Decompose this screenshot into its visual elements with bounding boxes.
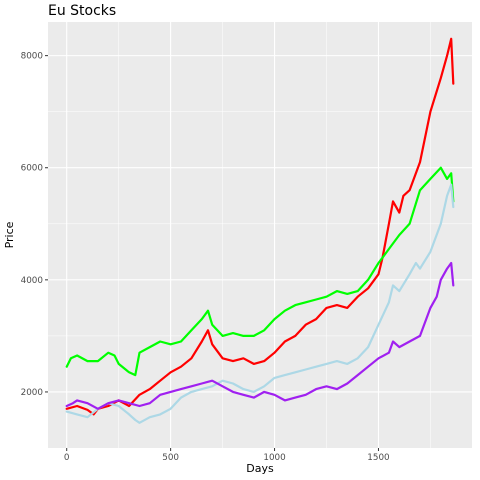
y-axis-ticks: 2000 4000 6000 8000	[21, 52, 48, 398]
series-line-3	[65, 183, 455, 424]
series-line-4	[65, 261, 455, 410]
plot-background	[48, 22, 472, 448]
y-tick-label: 6000	[21, 164, 44, 174]
x-tick-label: 1000	[263, 453, 286, 463]
y-tick-label: 2000	[21, 388, 44, 398]
y-tick-label: 4000	[21, 276, 44, 286]
x-tick-label: 1500	[367, 453, 390, 463]
x-axis-title: Days	[246, 462, 274, 475]
x-tick-label: 0	[64, 453, 70, 463]
chart-title: Eu Stocks	[48, 3, 116, 19]
series-layer	[65, 37, 455, 424]
series-line-1	[65, 37, 455, 416]
x-tick-label: 500	[162, 453, 179, 463]
series-line-2	[65, 166, 455, 377]
y-tick-label: 8000	[21, 52, 44, 62]
minor-gridlines	[48, 22, 472, 448]
y-axis-title: Price	[3, 221, 16, 248]
x-axis-ticks: 0 500 1000 1500	[64, 448, 390, 463]
